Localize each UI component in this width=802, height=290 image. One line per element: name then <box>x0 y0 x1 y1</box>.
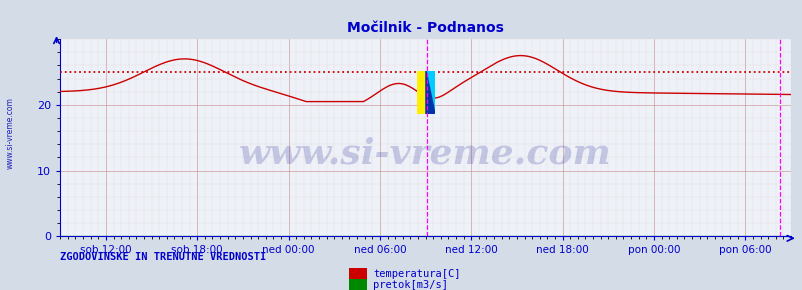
Text: www.si-vreme.com: www.si-vreme.com <box>239 137 611 171</box>
Text: www.si-vreme.com: www.si-vreme.com <box>6 97 15 169</box>
Text: temperatura[C]: temperatura[C] <box>373 269 460 279</box>
Text: pretok[m3/s]: pretok[m3/s] <box>373 280 448 290</box>
Text: ZGODOVINSKE IN TRENUTNE VREDNOSTI: ZGODOVINSKE IN TRENUTNE VREDNOSTI <box>60 251 266 262</box>
Title: Močilnik - Podnanos: Močilnik - Podnanos <box>346 21 504 35</box>
